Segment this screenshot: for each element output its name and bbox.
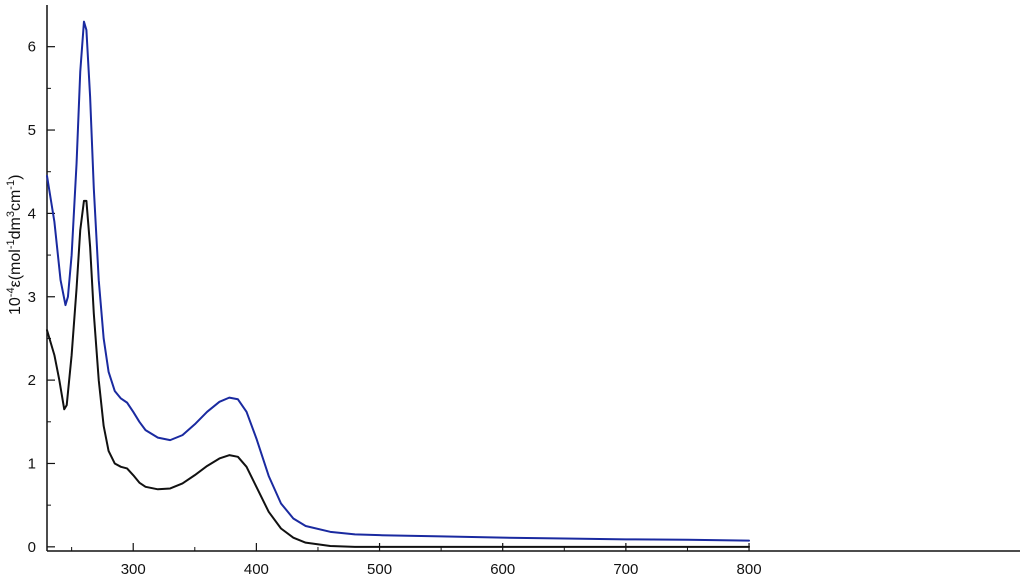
x-tick-label: 400 xyxy=(244,561,269,578)
y-tick-label: 1 xyxy=(28,455,36,472)
series-line-black xyxy=(46,199,751,548)
x-tick-label: 800 xyxy=(737,561,762,578)
x-tick-label: 600 xyxy=(490,561,515,578)
axes xyxy=(46,5,1020,552)
y-tick-label: 4 xyxy=(28,205,36,222)
series-layer xyxy=(46,20,751,548)
y-tick-label: 3 xyxy=(28,289,36,306)
y-tick-label: 6 xyxy=(28,39,36,56)
x-ticks: 300 400 500 600 700 800 xyxy=(71,543,762,578)
y-tick-label: 2 xyxy=(28,372,36,389)
x-tick-label: 700 xyxy=(613,561,638,578)
y-tick-label: 5 xyxy=(28,122,36,139)
y-tick-label: 0 xyxy=(28,539,36,556)
y-axis-title: 10-4ε(mol-1dm3cm-1) xyxy=(5,175,24,315)
x-tick-label: 300 xyxy=(121,561,146,578)
y-ticks: 0 1 2 3 4 5 6 xyxy=(28,39,55,556)
series-line-blue xyxy=(46,20,751,542)
x-tick-label: 500 xyxy=(367,561,392,578)
